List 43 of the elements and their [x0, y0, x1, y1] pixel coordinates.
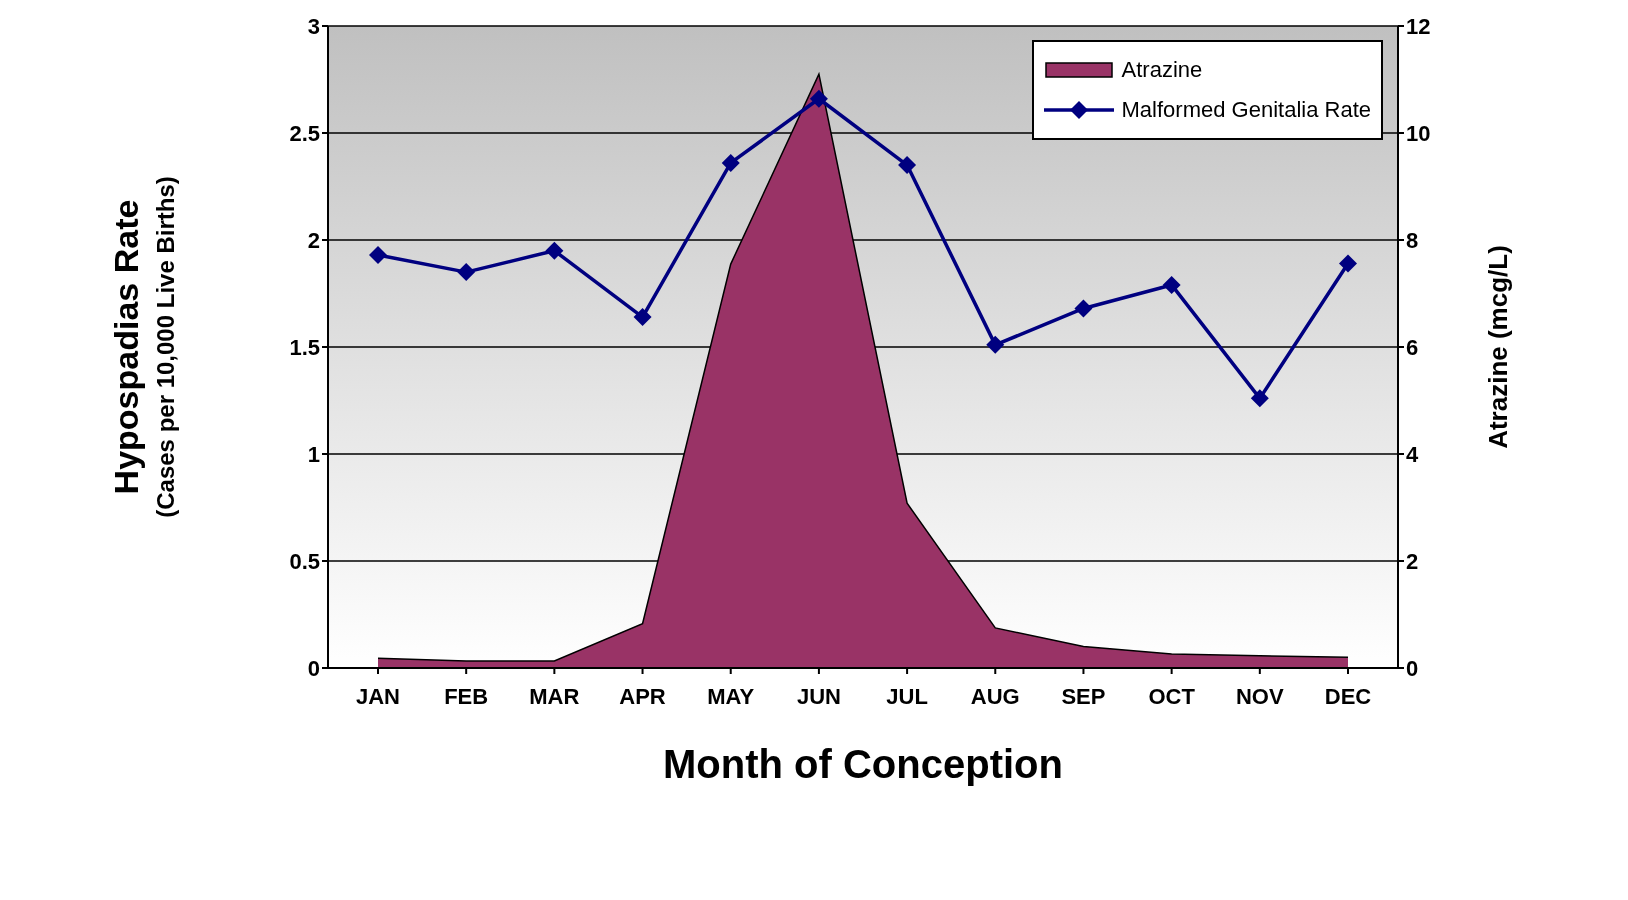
point	[1339, 254, 1357, 273]
x-tick-label: DEC	[1324, 683, 1372, 709]
y2-tick-label: 4	[1406, 441, 1419, 467]
y2-tick-label: 12	[1406, 13, 1431, 39]
x-tick-label: OCT	[1148, 683, 1196, 709]
y2-tick-label: 2	[1406, 548, 1419, 574]
x-tick-label: MAY	[707, 683, 755, 709]
point	[545, 241, 564, 260]
point	[721, 153, 740, 172]
y-axis-title: Hypospadias Rate (Cases per 10,000 Live Births)	[107, 176, 179, 518]
x-tick-label: SEP	[1061, 683, 1106, 709]
x-tick-label: FEB	[444, 683, 489, 709]
x-tick-label: JAN	[355, 683, 401, 709]
y-tick-label: 2.5	[289, 120, 320, 146]
y2-tick-label: 6	[1406, 334, 1419, 360]
y2-tick-label: 0	[1406, 655, 1419, 681]
point	[369, 245, 387, 264]
point	[457, 263, 476, 282]
x-tick-label: NOV	[1235, 683, 1284, 709]
legend-label: Malformed Genitalia Rate	[1121, 97, 1371, 123]
point	[809, 89, 828, 108]
point	[898, 156, 917, 175]
y2-tick-label: 8	[1406, 227, 1419, 253]
legend-label: Atrazine	[1121, 57, 1203, 83]
y-tick-label: 2	[307, 227, 320, 253]
y2-tick-label: 10	[1406, 120, 1431, 146]
x-tick-label: AUG	[970, 683, 1020, 709]
x-tick-label: APR	[619, 683, 666, 709]
y2-axis-title: Atrazine (mcg/L)	[1483, 245, 1514, 449]
y-tick-label: 3	[307, 13, 320, 39]
point	[1162, 275, 1181, 294]
y-tick-label: 1.5	[289, 334, 320, 360]
point	[1074, 299, 1093, 318]
point	[986, 335, 1005, 354]
x-tick-label: JUL	[886, 683, 928, 709]
x-tick-label: JUN	[796, 683, 841, 709]
point	[1250, 389, 1269, 408]
point	[633, 308, 652, 327]
y-tick-label: 0.5	[289, 548, 320, 574]
x-axis-title: Month of Conception	[663, 742, 1063, 786]
y-tick-label: 1	[307, 441, 320, 467]
y-tick-label: 0	[307, 655, 320, 681]
x-tick-label: MAR	[529, 683, 580, 709]
